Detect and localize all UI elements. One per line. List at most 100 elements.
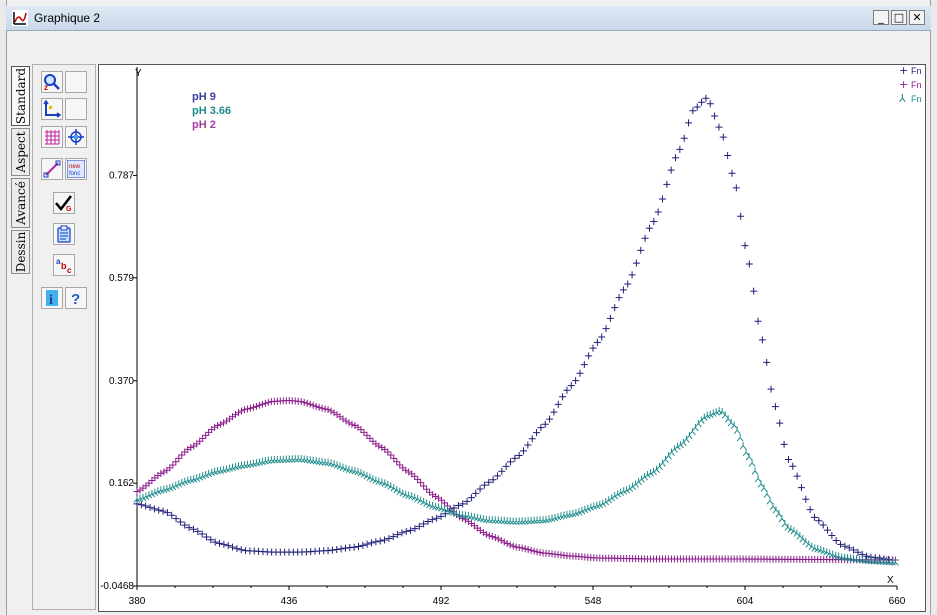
data-point (324, 406, 332, 414)
data-point (381, 479, 389, 487)
data-point (341, 544, 349, 552)
data-point (497, 516, 505, 525)
data-point (429, 502, 436, 510)
data-point (488, 516, 496, 524)
data-point (342, 417, 350, 425)
data-point (815, 517, 823, 525)
data-point (137, 501, 145, 509)
data-point (205, 469, 213, 478)
data-point (175, 454, 183, 462)
chart-svg[interactable]: Y X 380 436 492 548 604 660 -0.0468 0.162 0.370 0.5… (99, 65, 925, 611)
legend-marker: + (899, 78, 908, 91)
data-point (491, 534, 499, 542)
legend-label: Fn (911, 80, 922, 90)
data-point (728, 169, 736, 177)
data-point (506, 517, 514, 525)
data-point (196, 473, 204, 481)
draw-segment-button[interactable] (41, 158, 63, 180)
data-point (318, 404, 326, 412)
data-point (363, 431, 371, 439)
clipboard-icon (57, 225, 71, 243)
new-function-button[interactable]: new fonc (65, 158, 87, 180)
tab-dessin[interactable]: Dessin (11, 230, 30, 274)
data-point (832, 551, 840, 559)
tab-avance[interactable]: Avancé (11, 178, 30, 228)
data-point (237, 546, 245, 554)
title-bar[interactable]: Graphique 2 _ □ ✕ (6, 6, 931, 31)
tab-aspect-label: Aspect (13, 131, 28, 173)
data-point (832, 537, 840, 545)
tab-standard[interactable]: Standard (11, 66, 30, 126)
data-point (312, 402, 320, 410)
data-point (428, 516, 436, 524)
data-point (863, 552, 871, 560)
data-point (459, 500, 467, 508)
help-button[interactable]: ? (65, 287, 87, 309)
data-point (172, 458, 180, 466)
data-point (181, 521, 189, 529)
blank-tool-button-1[interactable] (65, 71, 87, 93)
data-point (771, 403, 779, 411)
y-tick-label: 0.370 (109, 376, 134, 387)
info-button[interactable]: i (41, 287, 63, 309)
zoom-button[interactable]: z (41, 71, 63, 93)
legend-label: Fn (911, 94, 922, 104)
new-function-icon: new fonc (67, 160, 85, 178)
data-point (624, 280, 632, 288)
plot-area[interactable]: Y X 380 436 492 548 604 660 -0.0468 0.162 0.370 0.5… (98, 64, 926, 612)
data-point (619, 286, 627, 294)
data-point (211, 423, 219, 431)
data-point (166, 483, 174, 492)
data-point (620, 487, 628, 495)
data-point (226, 464, 233, 472)
grid-button[interactable] (41, 126, 63, 148)
axes-button[interactable] (41, 98, 63, 120)
blank-tool-button-2[interactable] (65, 98, 87, 120)
maximize-button[interactable]: □ (891, 10, 907, 25)
menu-area (7, 31, 930, 63)
data-point (396, 461, 404, 469)
data-point (402, 527, 410, 535)
data-point (155, 506, 163, 514)
tab-dessin-label: Dessin (13, 231, 28, 273)
data-point (424, 518, 432, 526)
data-point (737, 212, 745, 220)
crosshair-button[interactable] (65, 126, 87, 148)
data-point (217, 420, 225, 428)
data-point (750, 287, 758, 295)
close-button[interactable]: ✕ (909, 10, 925, 25)
minimize-button[interactable]: _ (873, 10, 889, 25)
data-point (142, 502, 150, 510)
data-point (602, 325, 610, 333)
data-point (463, 497, 471, 505)
clipboard-button[interactable] (53, 223, 75, 245)
data-point (715, 407, 723, 415)
data-point (724, 151, 732, 159)
tab-standard-label: Standard (13, 67, 28, 125)
data-point (493, 472, 501, 480)
data-point (202, 431, 210, 439)
data-point (823, 548, 831, 556)
text-label-button[interactable]: a b c (53, 254, 75, 276)
data-point (372, 538, 380, 546)
data-point (145, 491, 153, 499)
data-point (336, 462, 344, 470)
zoom-magnifier-icon: z (44, 74, 60, 91)
data-point (736, 434, 744, 442)
data-point (828, 532, 836, 540)
data-point (667, 166, 675, 174)
data-point (790, 527, 798, 535)
data-point (328, 546, 336, 554)
data-point (166, 464, 174, 472)
validate-button[interactable]: G (53, 192, 75, 214)
data-point (178, 451, 186, 459)
data-point (389, 533, 397, 541)
tab-aspect[interactable]: Aspect (11, 128, 30, 176)
data-point (285, 455, 293, 463)
data-point (342, 464, 350, 473)
data-point (142, 492, 150, 500)
data-point (189, 525, 197, 533)
data-point (606, 314, 614, 322)
data-point (202, 533, 210, 541)
data-point (187, 443, 195, 451)
